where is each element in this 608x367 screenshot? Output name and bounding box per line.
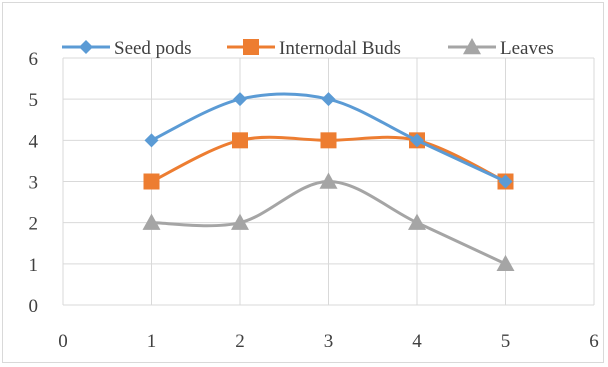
data-point	[232, 132, 248, 149]
series-layer	[142, 92, 515, 272]
data-point	[319, 172, 338, 189]
data-point	[320, 132, 337, 149]
y-tick-label: 6	[29, 49, 39, 70]
y-tick-label: 4	[29, 131, 39, 152]
data-point	[142, 213, 161, 230]
data-point	[321, 92, 336, 107]
y-tick-label: 3	[29, 173, 39, 194]
x-tick-label: 1	[147, 331, 157, 352]
legend-marker	[79, 40, 93, 54]
x-tick-label: 2	[235, 331, 245, 352]
legend-marker	[243, 39, 259, 55]
legend-item: Seed pods	[62, 38, 192, 59]
y-tick-label: 0	[29, 296, 39, 317]
x-tick-label: 0	[58, 331, 68, 352]
y-tick-label: 5	[29, 90, 39, 111]
legend-label: Internodal Buds	[279, 38, 401, 59]
legend-label: Seed pods	[114, 38, 192, 59]
data-point	[408, 213, 426, 230]
series-2	[142, 172, 515, 272]
y-tick-label: 1	[29, 255, 39, 276]
data-point	[144, 133, 159, 148]
data-point	[496, 254, 515, 272]
x-tick-label: 4	[412, 331, 422, 352]
x-axis-ticks: 0 1 2 3 4 5 6	[58, 331, 599, 352]
series-1	[143, 132, 514, 190]
x-tick-label: 3	[324, 331, 334, 352]
legend-marker	[463, 38, 481, 55]
x-tick-label: 6	[589, 331, 599, 352]
chart-border	[2, 2, 604, 363]
series-0	[144, 92, 513, 189]
data-point	[231, 213, 249, 230]
legend-item: Internodal Buds	[227, 38, 401, 59]
legend-label: Leaves	[500, 38, 554, 59]
x-tick-label: 5	[501, 331, 511, 352]
data-point	[410, 133, 424, 148]
data-point	[498, 174, 513, 189]
data-point	[143, 173, 160, 190]
legend: Seed pods Internodal Buds Leaves	[62, 38, 554, 59]
data-point	[233, 92, 247, 107]
legend-item: Leaves	[448, 38, 554, 59]
y-tick-label: 2	[29, 214, 39, 235]
y-axis-ticks: 0 1 2 3 4 5 6	[29, 49, 39, 317]
